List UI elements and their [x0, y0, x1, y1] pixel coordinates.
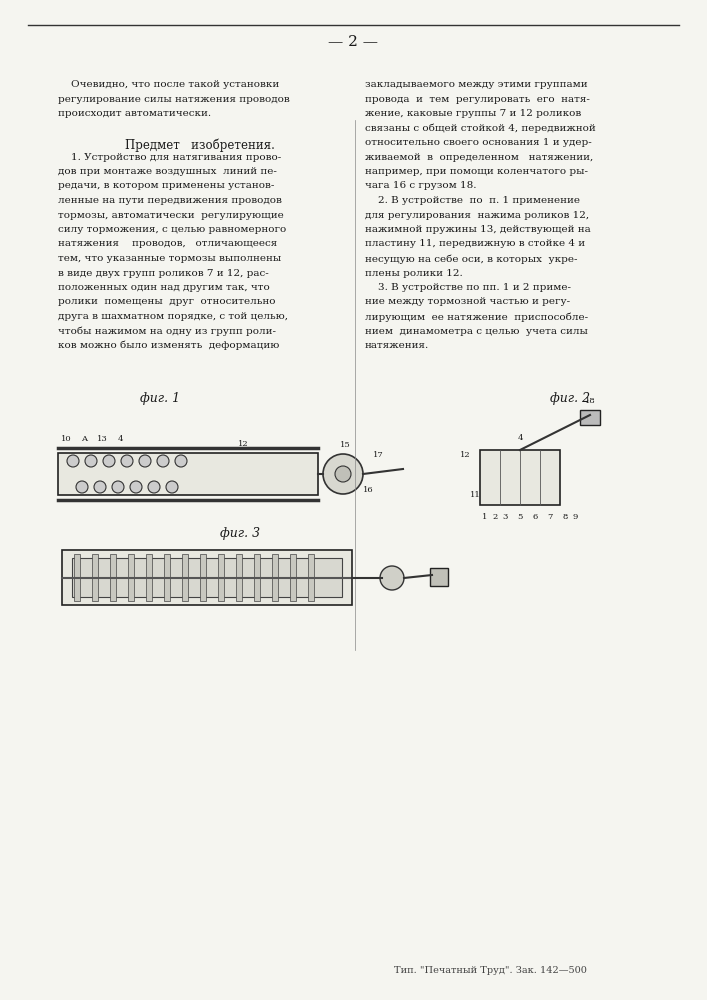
Bar: [62, 550, 352, 605]
Circle shape: [335, 466, 351, 482]
Bar: [430, 568, 448, 586]
Text: дов при монтаже воздушных  линий пе-: дов при монтаже воздушных линий пе-: [58, 167, 277, 176]
Text: Предмет   изобретения.: Предмет изобретения.: [125, 138, 275, 151]
Circle shape: [103, 455, 115, 467]
Circle shape: [121, 455, 133, 467]
Text: нажимной пружины 13, действующей на: нажимной пружины 13, действующей на: [365, 225, 591, 234]
Text: 5: 5: [518, 513, 522, 521]
Text: друга в шахматном порядке, с той целью,: друга в шахматном порядке, с той целью,: [58, 312, 288, 321]
Text: чага 16 с грузом 18.: чага 16 с грузом 18.: [365, 182, 477, 190]
Text: нием  динамометра с целью  учета силы: нием динамометра с целью учета силы: [365, 326, 588, 336]
Circle shape: [112, 481, 124, 493]
Text: пластину 11, передвижную в стойке 4 и: пластину 11, передвижную в стойке 4 и: [365, 239, 585, 248]
Circle shape: [175, 455, 187, 467]
Text: силу торможения, с целью равномерного: силу торможения, с целью равномерного: [58, 225, 286, 234]
Bar: [58, 453, 318, 495]
Bar: [164, 554, 170, 601]
Text: фиг. 1: фиг. 1: [140, 392, 180, 405]
Text: несущую на себе оси, в которых  укре-: несущую на себе оси, в которых укре-: [365, 254, 578, 263]
Bar: [236, 554, 242, 601]
Text: 7: 7: [547, 513, 553, 521]
Text: чтобы нажимом на одну из групп роли-: чтобы нажимом на одну из групп роли-: [58, 326, 276, 336]
Text: ние между тормозной частью и регу-: ние между тормозной частью и регу-: [365, 298, 570, 306]
Text: A: A: [81, 435, 87, 443]
Text: фиг. 3: фиг. 3: [220, 527, 260, 540]
Text: 2: 2: [492, 513, 498, 521]
Text: 4: 4: [518, 434, 522, 442]
Text: ленные на пути передвижения проводов: ленные на пути передвижения проводов: [58, 196, 282, 205]
Text: натяжения.: натяжения.: [365, 341, 429, 350]
Text: положенных один над другим так, что: положенных один над другим так, что: [58, 283, 270, 292]
Text: 11: 11: [469, 491, 480, 499]
Text: связаны с общей стойкой 4, передвижной: связаны с общей стойкой 4, передвижной: [365, 123, 596, 133]
Circle shape: [323, 454, 363, 494]
Text: редачи, в котором применены установ-: редачи, в котором применены установ-: [58, 182, 274, 190]
Text: фиг. 2: фиг. 2: [550, 392, 590, 405]
Text: 18: 18: [585, 397, 595, 405]
Text: относительно своего основания 1 и удер-: относительно своего основания 1 и удер-: [365, 138, 592, 147]
Circle shape: [148, 481, 160, 493]
Text: 16: 16: [363, 486, 373, 494]
Text: жение, каковые группы 7 и 12 роликов: жение, каковые группы 7 и 12 роликов: [365, 109, 581, 118]
Text: 17: 17: [373, 451, 383, 459]
Bar: [72, 558, 342, 597]
Text: регулирование силы натяжения проводов: регулирование силы натяжения проводов: [58, 95, 290, 104]
Text: закладываемого между этими группами: закладываемого между этими группами: [365, 80, 588, 89]
Text: Тип. "Печатный Труд". Зак. 142—500: Тип. "Печатный Труд". Зак. 142—500: [394, 966, 586, 975]
Bar: [74, 554, 80, 601]
Text: в виде двух групп роликов 7 и 12, рас-: в виде двух групп роликов 7 и 12, рас-: [58, 268, 269, 277]
Circle shape: [139, 455, 151, 467]
Text: 12: 12: [460, 451, 470, 459]
Text: провода  и  тем  регулировать  его  натя-: провода и тем регулировать его натя-: [365, 95, 590, 104]
Bar: [92, 554, 98, 601]
Circle shape: [130, 481, 142, 493]
Circle shape: [166, 481, 178, 493]
Text: 3. В устройстве по пп. 1 и 2 приме-: 3. В устройстве по пп. 1 и 2 приме-: [365, 283, 571, 292]
Circle shape: [380, 566, 404, 590]
Text: 9: 9: [572, 513, 578, 521]
Bar: [480, 450, 560, 505]
Text: 10: 10: [61, 435, 71, 443]
Text: ков можно было изменять  деформацию: ков можно было изменять деформацию: [58, 341, 279, 351]
Text: 13: 13: [97, 435, 107, 443]
Circle shape: [157, 455, 169, 467]
Circle shape: [67, 455, 79, 467]
Bar: [110, 554, 116, 601]
Text: ролики  помещены  друг  относительно: ролики помещены друг относительно: [58, 298, 276, 306]
Bar: [182, 554, 188, 601]
Text: тем, что указанные тормозы выполнены: тем, что указанные тормозы выполнены: [58, 254, 281, 263]
Text: натяжения    проводов,   отличающееся: натяжения проводов, отличающееся: [58, 239, 277, 248]
Text: 4: 4: [117, 435, 123, 443]
Text: тормозы, автоматически  регулирующие: тормозы, автоматически регулирующие: [58, 211, 284, 220]
Bar: [146, 554, 152, 601]
Text: происходит автоматически.: происходит автоматически.: [58, 109, 211, 118]
Text: 8: 8: [562, 513, 568, 521]
Bar: [128, 554, 134, 601]
Text: плены ролики 12.: плены ролики 12.: [365, 268, 463, 277]
Circle shape: [85, 455, 97, 467]
Bar: [580, 410, 600, 425]
Text: 15: 15: [339, 441, 351, 449]
Bar: [308, 554, 314, 601]
Bar: [272, 554, 278, 601]
Text: 2. В устройстве  по  п. 1 применение: 2. В устройстве по п. 1 применение: [365, 196, 580, 205]
Circle shape: [76, 481, 88, 493]
Text: — 2 —: — 2 —: [328, 35, 378, 49]
Bar: [254, 554, 260, 601]
Text: 12: 12: [238, 440, 248, 448]
Text: например, при помощи коленчатого ры-: например, при помощи коленчатого ры-: [365, 167, 588, 176]
Text: лирующим  ее натяжение  приспособле-: лирующим ее натяжение приспособле-: [365, 312, 588, 322]
Text: для регулирования  нажима роликов 12,: для регулирования нажима роликов 12,: [365, 211, 589, 220]
Text: живаемой  в  определенном   натяжении,: живаемой в определенном натяжении,: [365, 152, 593, 161]
Bar: [200, 554, 206, 601]
Circle shape: [94, 481, 106, 493]
Bar: [290, 554, 296, 601]
Text: 1: 1: [482, 513, 488, 521]
Text: 3: 3: [502, 513, 508, 521]
Bar: [218, 554, 224, 601]
Text: 1. Устройство для натягивания прово-: 1. Устройство для натягивания прово-: [58, 152, 281, 161]
Text: Очевидно, что после такой установки: Очевидно, что после такой установки: [58, 80, 279, 89]
Text: 6: 6: [532, 513, 537, 521]
